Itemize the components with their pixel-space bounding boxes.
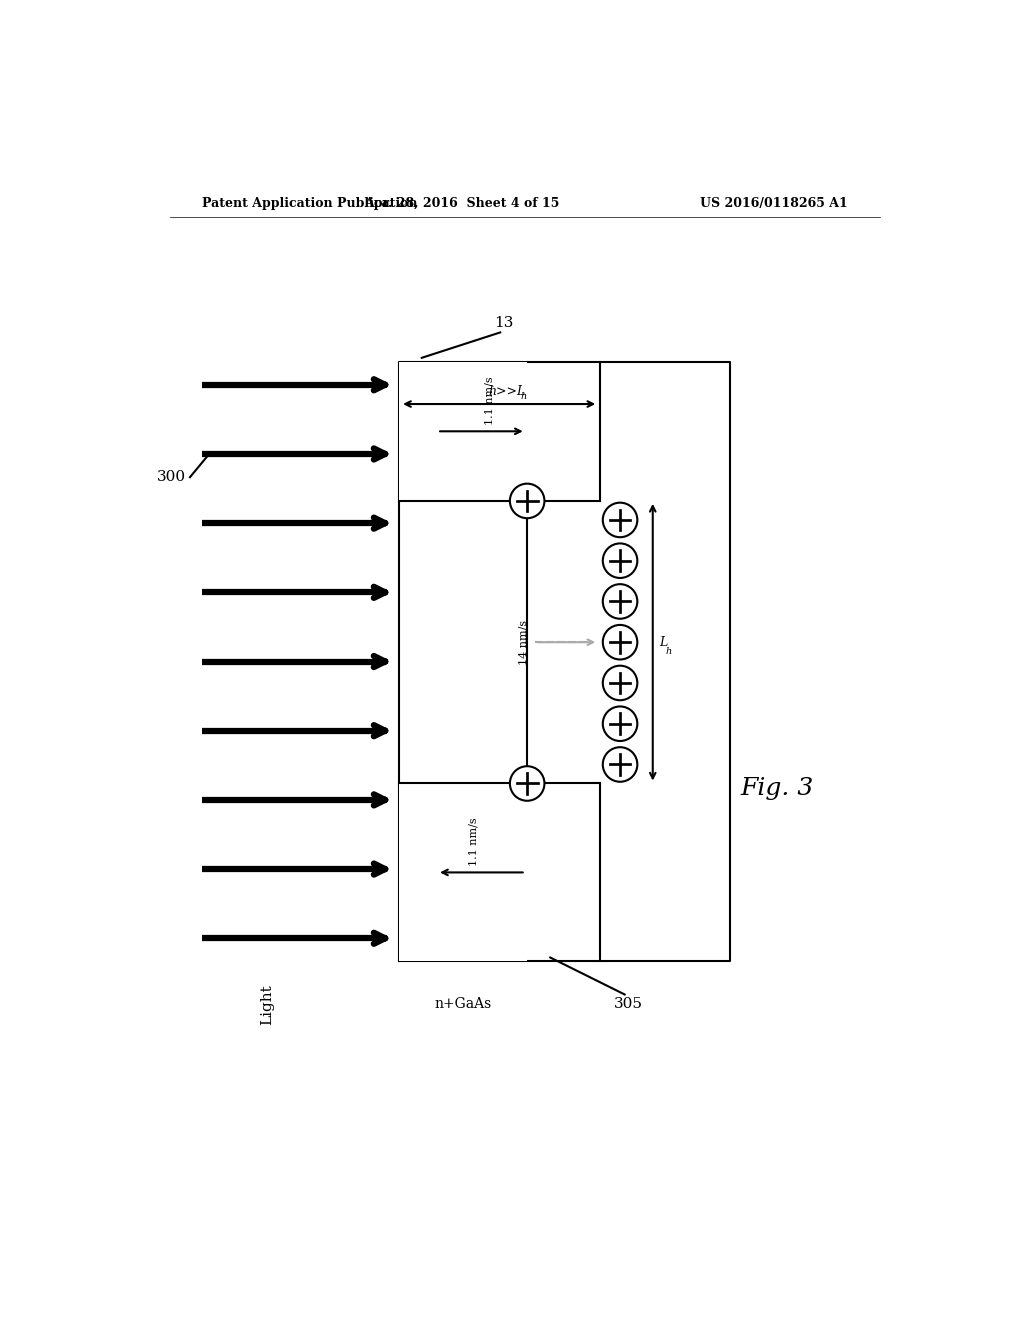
Text: Apr. 28, 2016  Sheet 4 of 15: Apr. 28, 2016 Sheet 4 of 15 xyxy=(365,197,559,210)
Polygon shape xyxy=(398,784,527,961)
Text: 13: 13 xyxy=(495,317,514,330)
Circle shape xyxy=(603,706,637,741)
Text: 1.1 nm/s: 1.1 nm/s xyxy=(484,376,495,425)
Circle shape xyxy=(603,624,637,660)
Text: n+GaAs: n+GaAs xyxy=(434,997,492,1011)
Text: Light: Light xyxy=(260,985,274,1026)
Text: h: h xyxy=(521,392,527,401)
Circle shape xyxy=(603,585,637,619)
Text: 1.1 nm/s: 1.1 nm/s xyxy=(469,817,478,866)
Circle shape xyxy=(603,503,637,537)
Text: 14 nm/s: 14 nm/s xyxy=(519,619,528,665)
Circle shape xyxy=(510,483,545,519)
Text: h: h xyxy=(665,647,672,656)
Circle shape xyxy=(510,766,545,801)
Text: US 2016/0118265 A1: US 2016/0118265 A1 xyxy=(700,197,848,210)
Circle shape xyxy=(603,747,637,781)
Text: h>>L: h>>L xyxy=(488,385,525,397)
Text: 300: 300 xyxy=(157,470,186,484)
Text: L: L xyxy=(658,636,668,648)
Circle shape xyxy=(603,544,637,578)
Circle shape xyxy=(603,665,637,700)
Text: Fig. 3: Fig. 3 xyxy=(740,777,814,800)
Text: Patent Application Publication: Patent Application Publication xyxy=(202,197,417,210)
Text: 305: 305 xyxy=(614,997,643,1011)
Polygon shape xyxy=(398,362,527,500)
